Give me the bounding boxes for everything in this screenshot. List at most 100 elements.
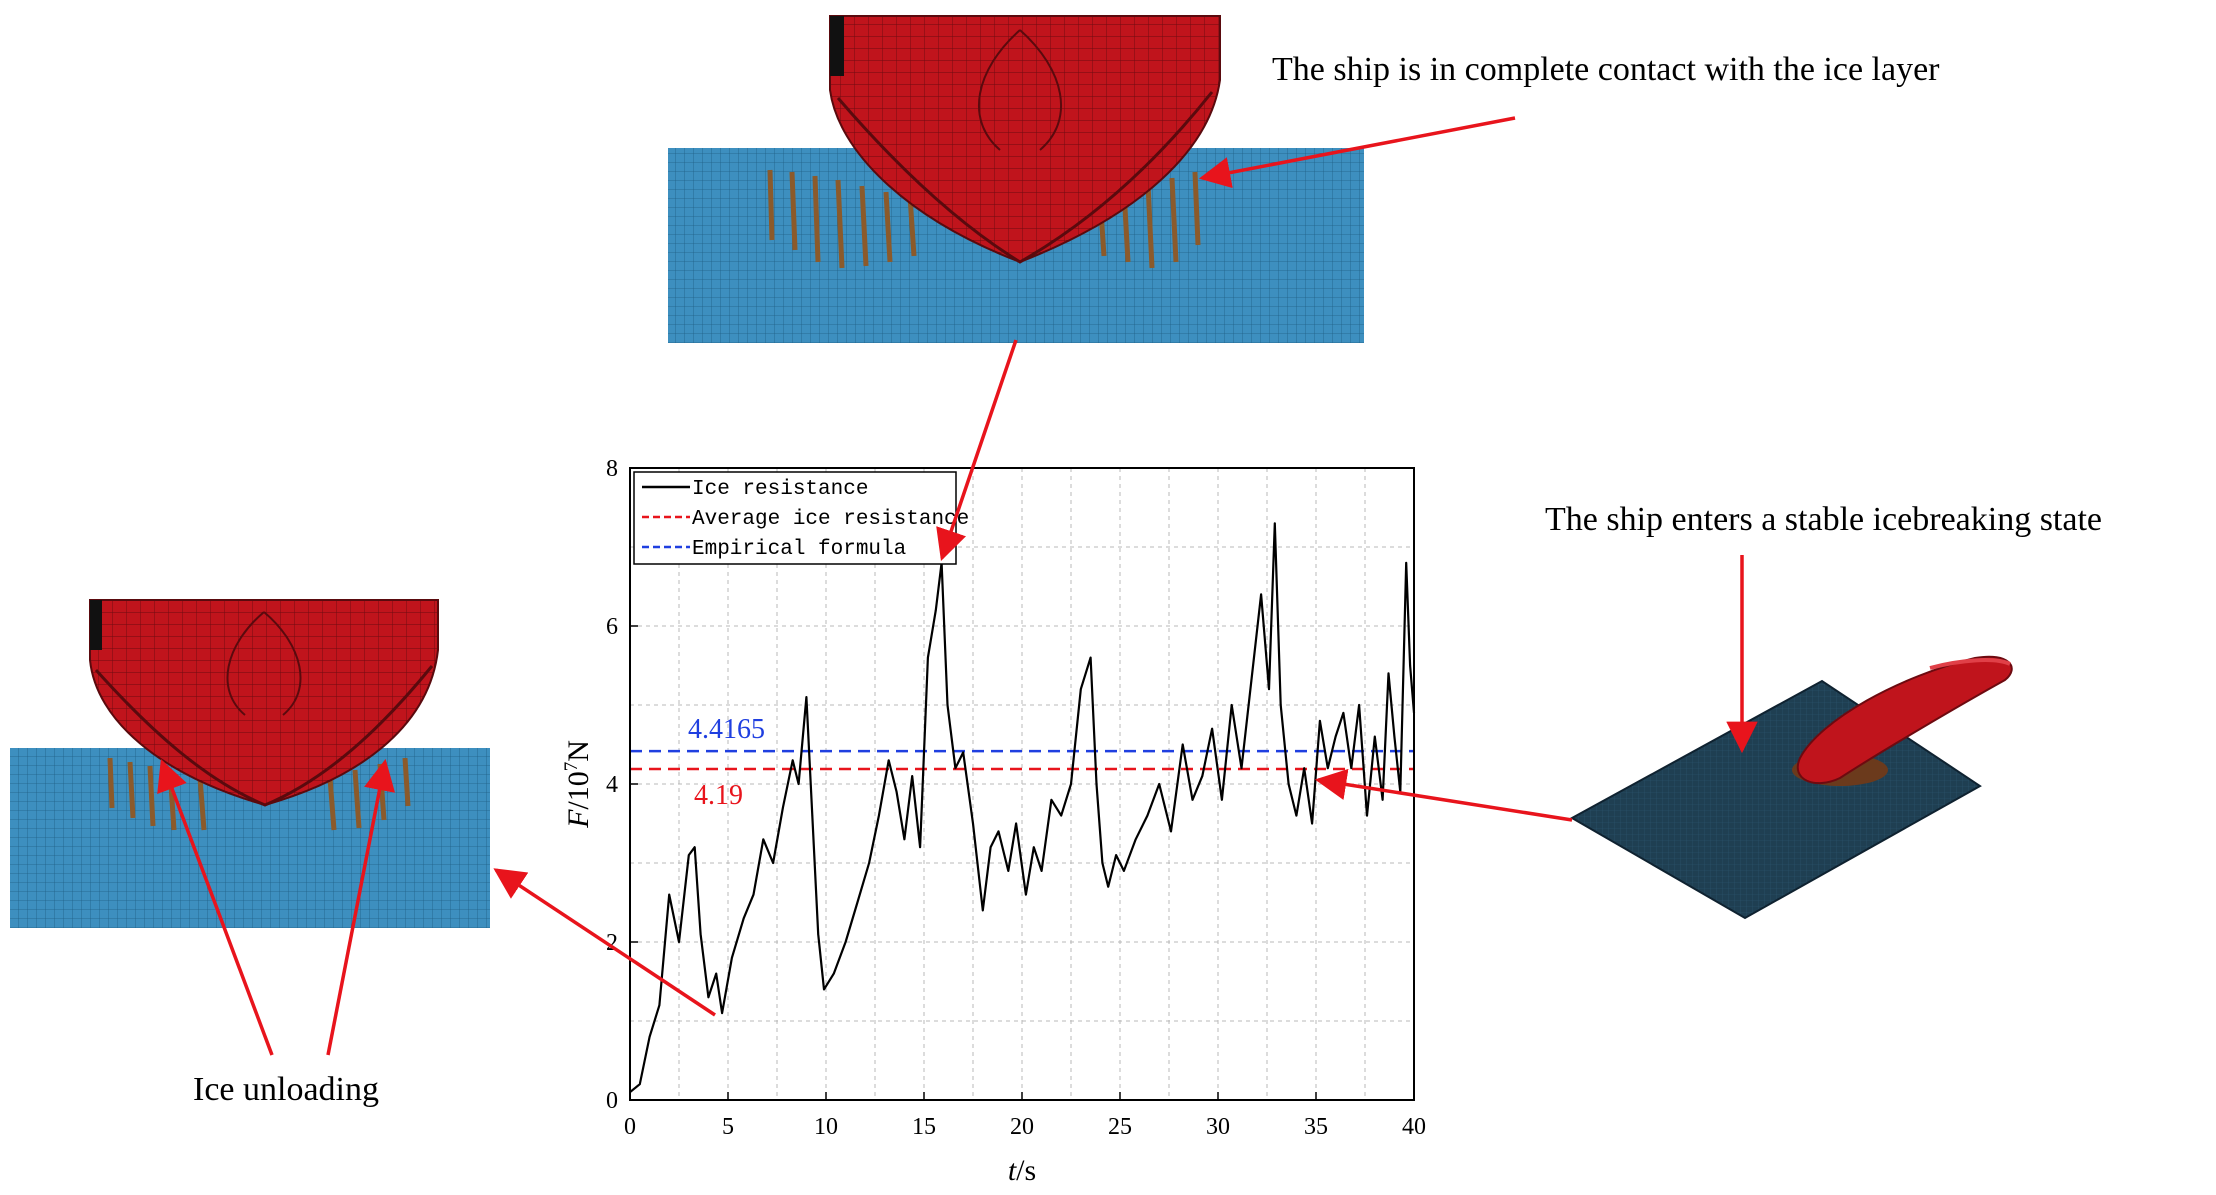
- data-point: [1240, 767, 1243, 769]
- data-point: [962, 751, 964, 754]
- right-simulation-image: [1569, 655, 2013, 920]
- data-point: [1123, 870, 1125, 872]
- data-point: [1095, 783, 1098, 785]
- data-point: [678, 941, 680, 943]
- chart-legend: Ice resistance Average ice resistance Em…: [633, 471, 969, 565]
- y-axis-label: F/107N: [561, 740, 595, 829]
- data-point: [982, 909, 984, 912]
- x-tick-label: 40: [1402, 1114, 1426, 1140]
- x-tick-label: 5: [722, 1114, 734, 1140]
- average-value-label: 4.19: [694, 780, 743, 811]
- left-simulation-image: [10, 599, 490, 928]
- arrow-unloading-2: [326, 758, 396, 1056]
- data-point: [1181, 743, 1184, 746]
- x-tick-label: 15: [912, 1114, 936, 1140]
- data-point: [707, 996, 710, 999]
- data-point: [1250, 680, 1253, 683]
- data-point: [639, 1083, 641, 1085]
- data-point: [1101, 862, 1104, 864]
- data-point: [887, 759, 890, 762]
- data-point: [648, 1036, 651, 1038]
- data-point: [954, 767, 957, 769]
- empirical-value-label: 4.4165: [688, 714, 765, 745]
- y-tick-label: 4: [606, 772, 618, 798]
- data-point: [823, 988, 825, 991]
- legend-label-average: Average ice resistance: [692, 508, 969, 531]
- annotation-ice-unloading: Ice unloading: [193, 1071, 379, 1108]
- data-point: [1158, 783, 1160, 785]
- data-point: [1015, 822, 1017, 825]
- data-point: [688, 854, 690, 856]
- y-tick-label: 6: [606, 614, 618, 640]
- legend-label-ice-resistance: Ice resistance: [692, 478, 868, 501]
- data-point: [1134, 838, 1137, 841]
- data-point: [1050, 799, 1053, 801]
- data-point: [946, 704, 949, 706]
- x-tick-label: 0: [624, 1114, 636, 1140]
- data-point: [1201, 775, 1204, 777]
- data-point: [878, 814, 880, 817]
- x-tick-label: 35: [1304, 1114, 1328, 1140]
- data-point: [989, 846, 992, 848]
- data-point: [1221, 799, 1223, 801]
- x-axis-ticks: 0 5 10 15 20 25 30 35 40: [624, 1092, 1426, 1140]
- data-point: [1334, 735, 1337, 738]
- data-point: [895, 791, 898, 793]
- top-simulation-image: [668, 15, 1364, 343]
- x-tick-label: 25: [1108, 1114, 1132, 1140]
- data-point: [919, 846, 921, 848]
- data-point: [1295, 814, 1298, 817]
- data-point: [1393, 735, 1396, 738]
- data-point: [833, 972, 835, 975]
- data-point: [731, 957, 733, 959]
- data-point: [1311, 822, 1313, 825]
- data-point: [1274, 522, 1276, 525]
- annotation-arrows: [157, 116, 1758, 1056]
- data-point: [1319, 720, 1321, 722]
- data-point: [1279, 704, 1282, 706]
- data-point: [693, 846, 696, 848]
- ice-debris-left: [107, 757, 411, 831]
- data-point: [699, 933, 702, 935]
- y-tick-label: 0: [606, 1088, 618, 1114]
- data-point: [1366, 814, 1368, 817]
- data-point: [1342, 712, 1345, 714]
- x-tick-label: 20: [1010, 1114, 1034, 1140]
- ice-resistance-line: [629, 522, 1416, 1093]
- data-point: [1381, 799, 1384, 801]
- annotation-complete-contact: The ship is in complete contact with the…: [1272, 51, 1940, 88]
- data-point: [1032, 846, 1035, 848]
- data-point: [1025, 893, 1027, 896]
- data-point: [972, 822, 974, 825]
- data-point: [721, 1012, 723, 1014]
- data-point: [1089, 656, 1092, 659]
- data-points: [629, 522, 1415, 1093]
- data-point: [805, 696, 808, 698]
- data-point: [1211, 727, 1213, 730]
- data-point: [1060, 814, 1062, 817]
- arrow-right-to-chart: [1314, 768, 1573, 822]
- data-point: [658, 1004, 661, 1006]
- data-point: [668, 893, 670, 896]
- data-point: [927, 656, 929, 659]
- data-point: [1405, 562, 1407, 564]
- data-point: [1287, 783, 1290, 785]
- data-point: [782, 806, 784, 809]
- data-point: [1358, 704, 1360, 706]
- data-point: [1350, 767, 1353, 769]
- data-point: [1387, 672, 1390, 675]
- ship-hull-right: [1796, 655, 2013, 785]
- data-point: [715, 972, 718, 975]
- data-point: [772, 862, 774, 864]
- data-point: [791, 759, 794, 762]
- data-point: [1070, 783, 1072, 785]
- data-point: [1191, 799, 1194, 801]
- data-point: [1146, 814, 1149, 817]
- data-point: [1040, 870, 1043, 872]
- data-point: [1115, 854, 1117, 856]
- reference-lines: [630, 749, 1414, 771]
- data-point: [934, 609, 937, 611]
